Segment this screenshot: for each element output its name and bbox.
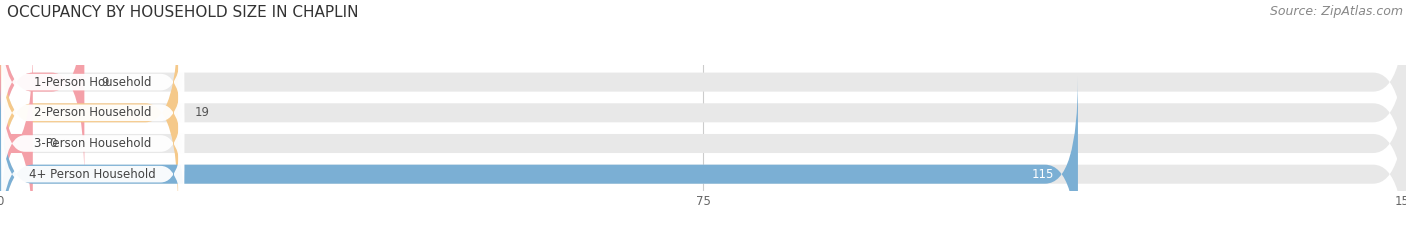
FancyBboxPatch shape bbox=[0, 15, 1406, 211]
FancyBboxPatch shape bbox=[0, 76, 1078, 233]
FancyBboxPatch shape bbox=[0, 46, 1406, 233]
Text: 2-Person Household: 2-Person Household bbox=[34, 106, 152, 119]
FancyBboxPatch shape bbox=[0, 15, 179, 211]
FancyBboxPatch shape bbox=[1, 75, 184, 212]
Text: 19: 19 bbox=[195, 106, 209, 119]
FancyBboxPatch shape bbox=[0, 76, 1406, 233]
Text: 0: 0 bbox=[49, 137, 58, 150]
Text: 1-Person Household: 1-Person Household bbox=[34, 76, 152, 89]
FancyBboxPatch shape bbox=[1, 14, 184, 151]
Text: 9: 9 bbox=[101, 76, 108, 89]
Text: OCCUPANCY BY HOUSEHOLD SIZE IN CHAPLIN: OCCUPANCY BY HOUSEHOLD SIZE IN CHAPLIN bbox=[7, 5, 359, 20]
Text: 3-Person Household: 3-Person Household bbox=[34, 137, 152, 150]
FancyBboxPatch shape bbox=[0, 0, 84, 180]
FancyBboxPatch shape bbox=[0, 0, 1406, 180]
FancyBboxPatch shape bbox=[0, 46, 32, 233]
Text: 4+ Person Household: 4+ Person Household bbox=[30, 168, 156, 181]
FancyBboxPatch shape bbox=[1, 44, 184, 181]
FancyBboxPatch shape bbox=[1, 106, 184, 233]
Text: Source: ZipAtlas.com: Source: ZipAtlas.com bbox=[1270, 5, 1403, 18]
Text: 115: 115 bbox=[1032, 168, 1054, 181]
